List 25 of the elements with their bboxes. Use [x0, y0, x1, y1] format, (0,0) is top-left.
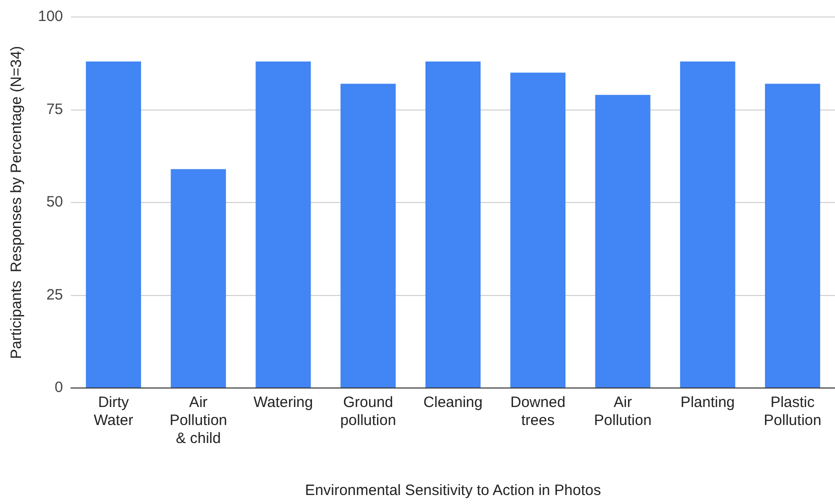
x-tick-label: Watering — [254, 394, 313, 412]
x-tick-label: Air Pollution & child — [170, 394, 228, 448]
y-tick-label: 25 — [46, 286, 64, 304]
x-tick-label: Downed trees — [510, 394, 566, 430]
x-tick-label: Cleaning — [423, 394, 483, 412]
x-tick-label: Planting — [680, 394, 735, 412]
x-tick-label: Air Pollution — [594, 394, 652, 430]
bar — [680, 62, 736, 388]
bar — [86, 62, 142, 388]
y-tick-label: 50 — [46, 194, 64, 211]
x-axis-title: Environmental Sensitivity to Action in Photos — [305, 482, 602, 500]
bar — [256, 62, 311, 388]
bar — [764, 84, 820, 388]
y-tick-label: 100 — [38, 8, 64, 26]
bar — [340, 84, 396, 388]
y-tick-label: 75 — [46, 100, 64, 118]
bar — [510, 72, 566, 388]
y-axis-title: Participants Responses by Percentage (N=34) — [8, 46, 26, 360]
x-tick-label: Ground pollution — [340, 394, 396, 430]
bar — [595, 94, 650, 388]
x-tick-label: Dirty Water — [94, 394, 134, 430]
x-tick-label: Plastic Pollution — [764, 394, 822, 430]
bar — [170, 169, 226, 388]
bar — [425, 62, 481, 388]
y-tick-label: 0 — [54, 379, 64, 396]
